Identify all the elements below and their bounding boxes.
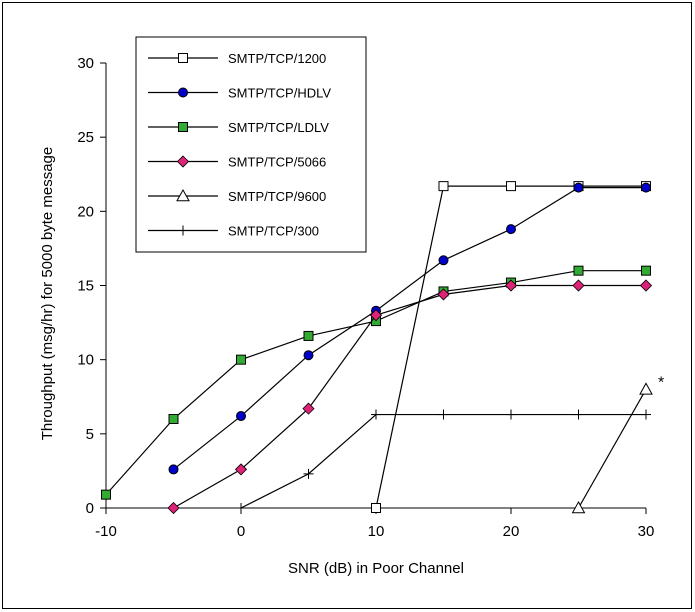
data-point (371, 409, 381, 420)
data-point (168, 464, 179, 475)
legend-item: SMTP/TCP/LDLV (148, 120, 329, 135)
data-point (101, 489, 111, 500)
y-tick-label: 5 (86, 426, 94, 443)
legend-label: SMTP/TCP/9600 (228, 189, 326, 204)
legend-label: SMTP/TCP/HDLV (228, 86, 331, 101)
data-point (641, 265, 651, 276)
data-point (571, 500, 586, 514)
x-tick-label: 30 (638, 523, 655, 540)
y-tick-label: 15 (77, 278, 94, 295)
x-tick-label: 0 (237, 523, 245, 540)
data-point (641, 182, 651, 193)
data-point (236, 503, 246, 513)
data-point (178, 53, 188, 63)
legend-label: SMTP/TCP/LDLV (228, 120, 329, 135)
data-point (639, 279, 653, 292)
series-2 (168, 182, 651, 475)
series-4 (167, 279, 653, 515)
series-line (240, 413, 646, 509)
data-point (178, 225, 188, 236)
data-point (176, 155, 190, 168)
data-point (506, 409, 516, 420)
data-point (178, 122, 188, 132)
data-point (504, 279, 518, 292)
series-3 (101, 265, 651, 500)
x-tick-label: -10 (95, 523, 117, 540)
series-line (577, 389, 647, 509)
legend-label: SMTP/TCP/5066 (228, 155, 326, 170)
series-line (173, 284, 646, 509)
legend-label: SMTP/TCP/1200 (228, 51, 326, 66)
data-point (167, 501, 180, 515)
data-point (438, 255, 449, 266)
annotation-text: * (658, 374, 664, 391)
data-point (234, 463, 248, 476)
data-point (236, 411, 246, 422)
y-tick-label: 10 (77, 352, 94, 369)
data-point (236, 354, 246, 365)
series-line (173, 187, 646, 470)
y-tick-label: 0 (86, 500, 94, 517)
data-point (371, 503, 381, 513)
data-point (303, 350, 314, 361)
data-point (639, 382, 653, 395)
legend-item: SMTP/TCP/1200 (148, 51, 326, 66)
data-point (303, 468, 314, 479)
series-6 (236, 409, 651, 513)
data-point (438, 409, 449, 420)
data-point (573, 409, 584, 420)
x-axis-title: SNR (dB) in Poor Channel (288, 560, 464, 577)
data-point (506, 181, 516, 192)
series-5 (571, 382, 653, 514)
data-point (176, 188, 190, 202)
x-tick-label: 20 (503, 523, 520, 540)
series-layer (101, 181, 653, 515)
data-point (572, 279, 585, 292)
legend-item: SMTP/TCP/HDLV (148, 86, 331, 101)
series-line (105, 270, 646, 496)
data-point (168, 414, 179, 424)
legend-item: SMTP/TCP/300 (148, 224, 319, 239)
legend-box (135, 36, 367, 253)
data-point (369, 309, 383, 322)
data-point (506, 224, 516, 235)
annotations: * (658, 374, 664, 391)
x-tick-label: 10 (368, 523, 385, 540)
y-axis-title: Throughput (msg/hr) for 5000 byte messag… (39, 147, 56, 440)
legend-label: SMTP/TCP/300 (228, 224, 319, 239)
data-point (302, 402, 315, 415)
y-tick-label: 20 (77, 203, 94, 220)
legend-item: SMTP/TCP/9600 (148, 188, 326, 204)
data-point (573, 265, 584, 276)
legend: SMTP/TCP/1200 SMTP/TCP/HDLV SMTP/TCP/LDLV S… (135, 36, 367, 253)
y-tick-label: 30 (77, 55, 94, 72)
y-tick-label: 25 (77, 129, 94, 146)
data-point (641, 409, 651, 420)
data-point (437, 288, 450, 301)
data-point (303, 330, 314, 341)
legend-item: SMTP/TCP/5066 (148, 155, 326, 170)
data-point (573, 182, 584, 193)
data-point (438, 181, 449, 192)
data-point (178, 87, 188, 98)
